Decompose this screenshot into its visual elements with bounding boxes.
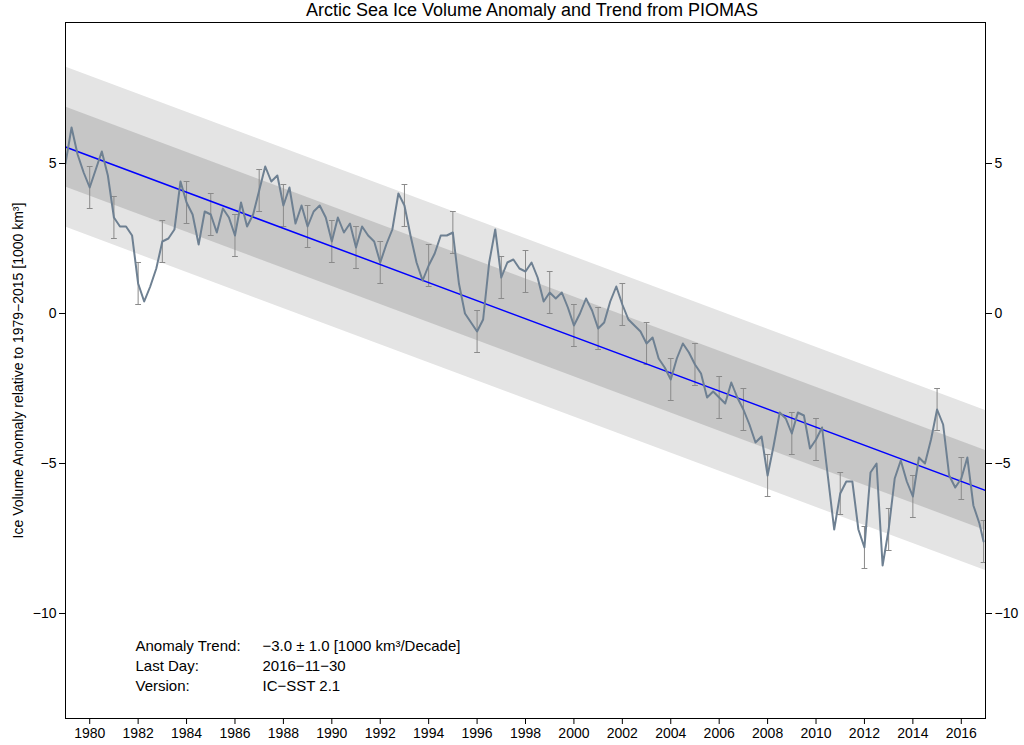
svg-text:1996: 1996: [462, 725, 493, 741]
svg-text:0: 0: [49, 305, 57, 321]
svg-text:2002: 2002: [607, 725, 638, 741]
svg-text:−10: −10: [33, 605, 57, 621]
svg-text:Anomaly Trend:: Anomaly Trend:: [136, 637, 241, 654]
svg-text:2016: 2016: [946, 725, 977, 741]
svg-text:1994: 1994: [413, 725, 444, 741]
svg-text:2014: 2014: [897, 725, 928, 741]
svg-text:2006: 2006: [704, 725, 735, 741]
svg-text:1980: 1980: [74, 725, 105, 741]
svg-text:Ice Volume Anomaly relative to: Ice Volume Anomaly relative to 1979−2015…: [10, 203, 26, 539]
svg-text:2008: 2008: [752, 725, 783, 741]
svg-text:1984: 1984: [171, 725, 202, 741]
svg-text:5: 5: [995, 155, 1003, 171]
svg-text:0: 0: [995, 305, 1003, 321]
svg-text:2010: 2010: [800, 725, 831, 741]
svg-text:2004: 2004: [655, 725, 686, 741]
svg-text:−10: −10: [995, 605, 1019, 621]
svg-text:2000: 2000: [558, 725, 589, 741]
svg-text:−5: −5: [995, 455, 1011, 471]
svg-text:1982: 1982: [123, 725, 154, 741]
svg-text:Last Day:: Last Day:: [136, 657, 199, 674]
svg-text:1992: 1992: [365, 725, 396, 741]
svg-text:IC−SST 2.1: IC−SST 2.1: [263, 677, 341, 694]
svg-text:−5: −5: [41, 455, 57, 471]
svg-text:2016−11−30: 2016−11−30: [263, 657, 346, 674]
svg-text:1990: 1990: [316, 725, 347, 741]
svg-text:1998: 1998: [510, 725, 541, 741]
svg-text:1986: 1986: [219, 725, 250, 741]
svg-text:1988: 1988: [268, 725, 299, 741]
svg-text:Version:: Version:: [136, 677, 190, 694]
svg-text:−3.0 ± 1.0 [1000 km³/Decade]: −3.0 ± 1.0 [1000 km³/Decade]: [263, 637, 461, 654]
svg-text:5: 5: [49, 155, 57, 171]
html-text:Arctic Sea Ice Volume Anomaly: Arctic Sea Ice Volume Anomaly and Trend …: [305, 0, 759, 20]
svg-text:2012: 2012: [849, 725, 880, 741]
